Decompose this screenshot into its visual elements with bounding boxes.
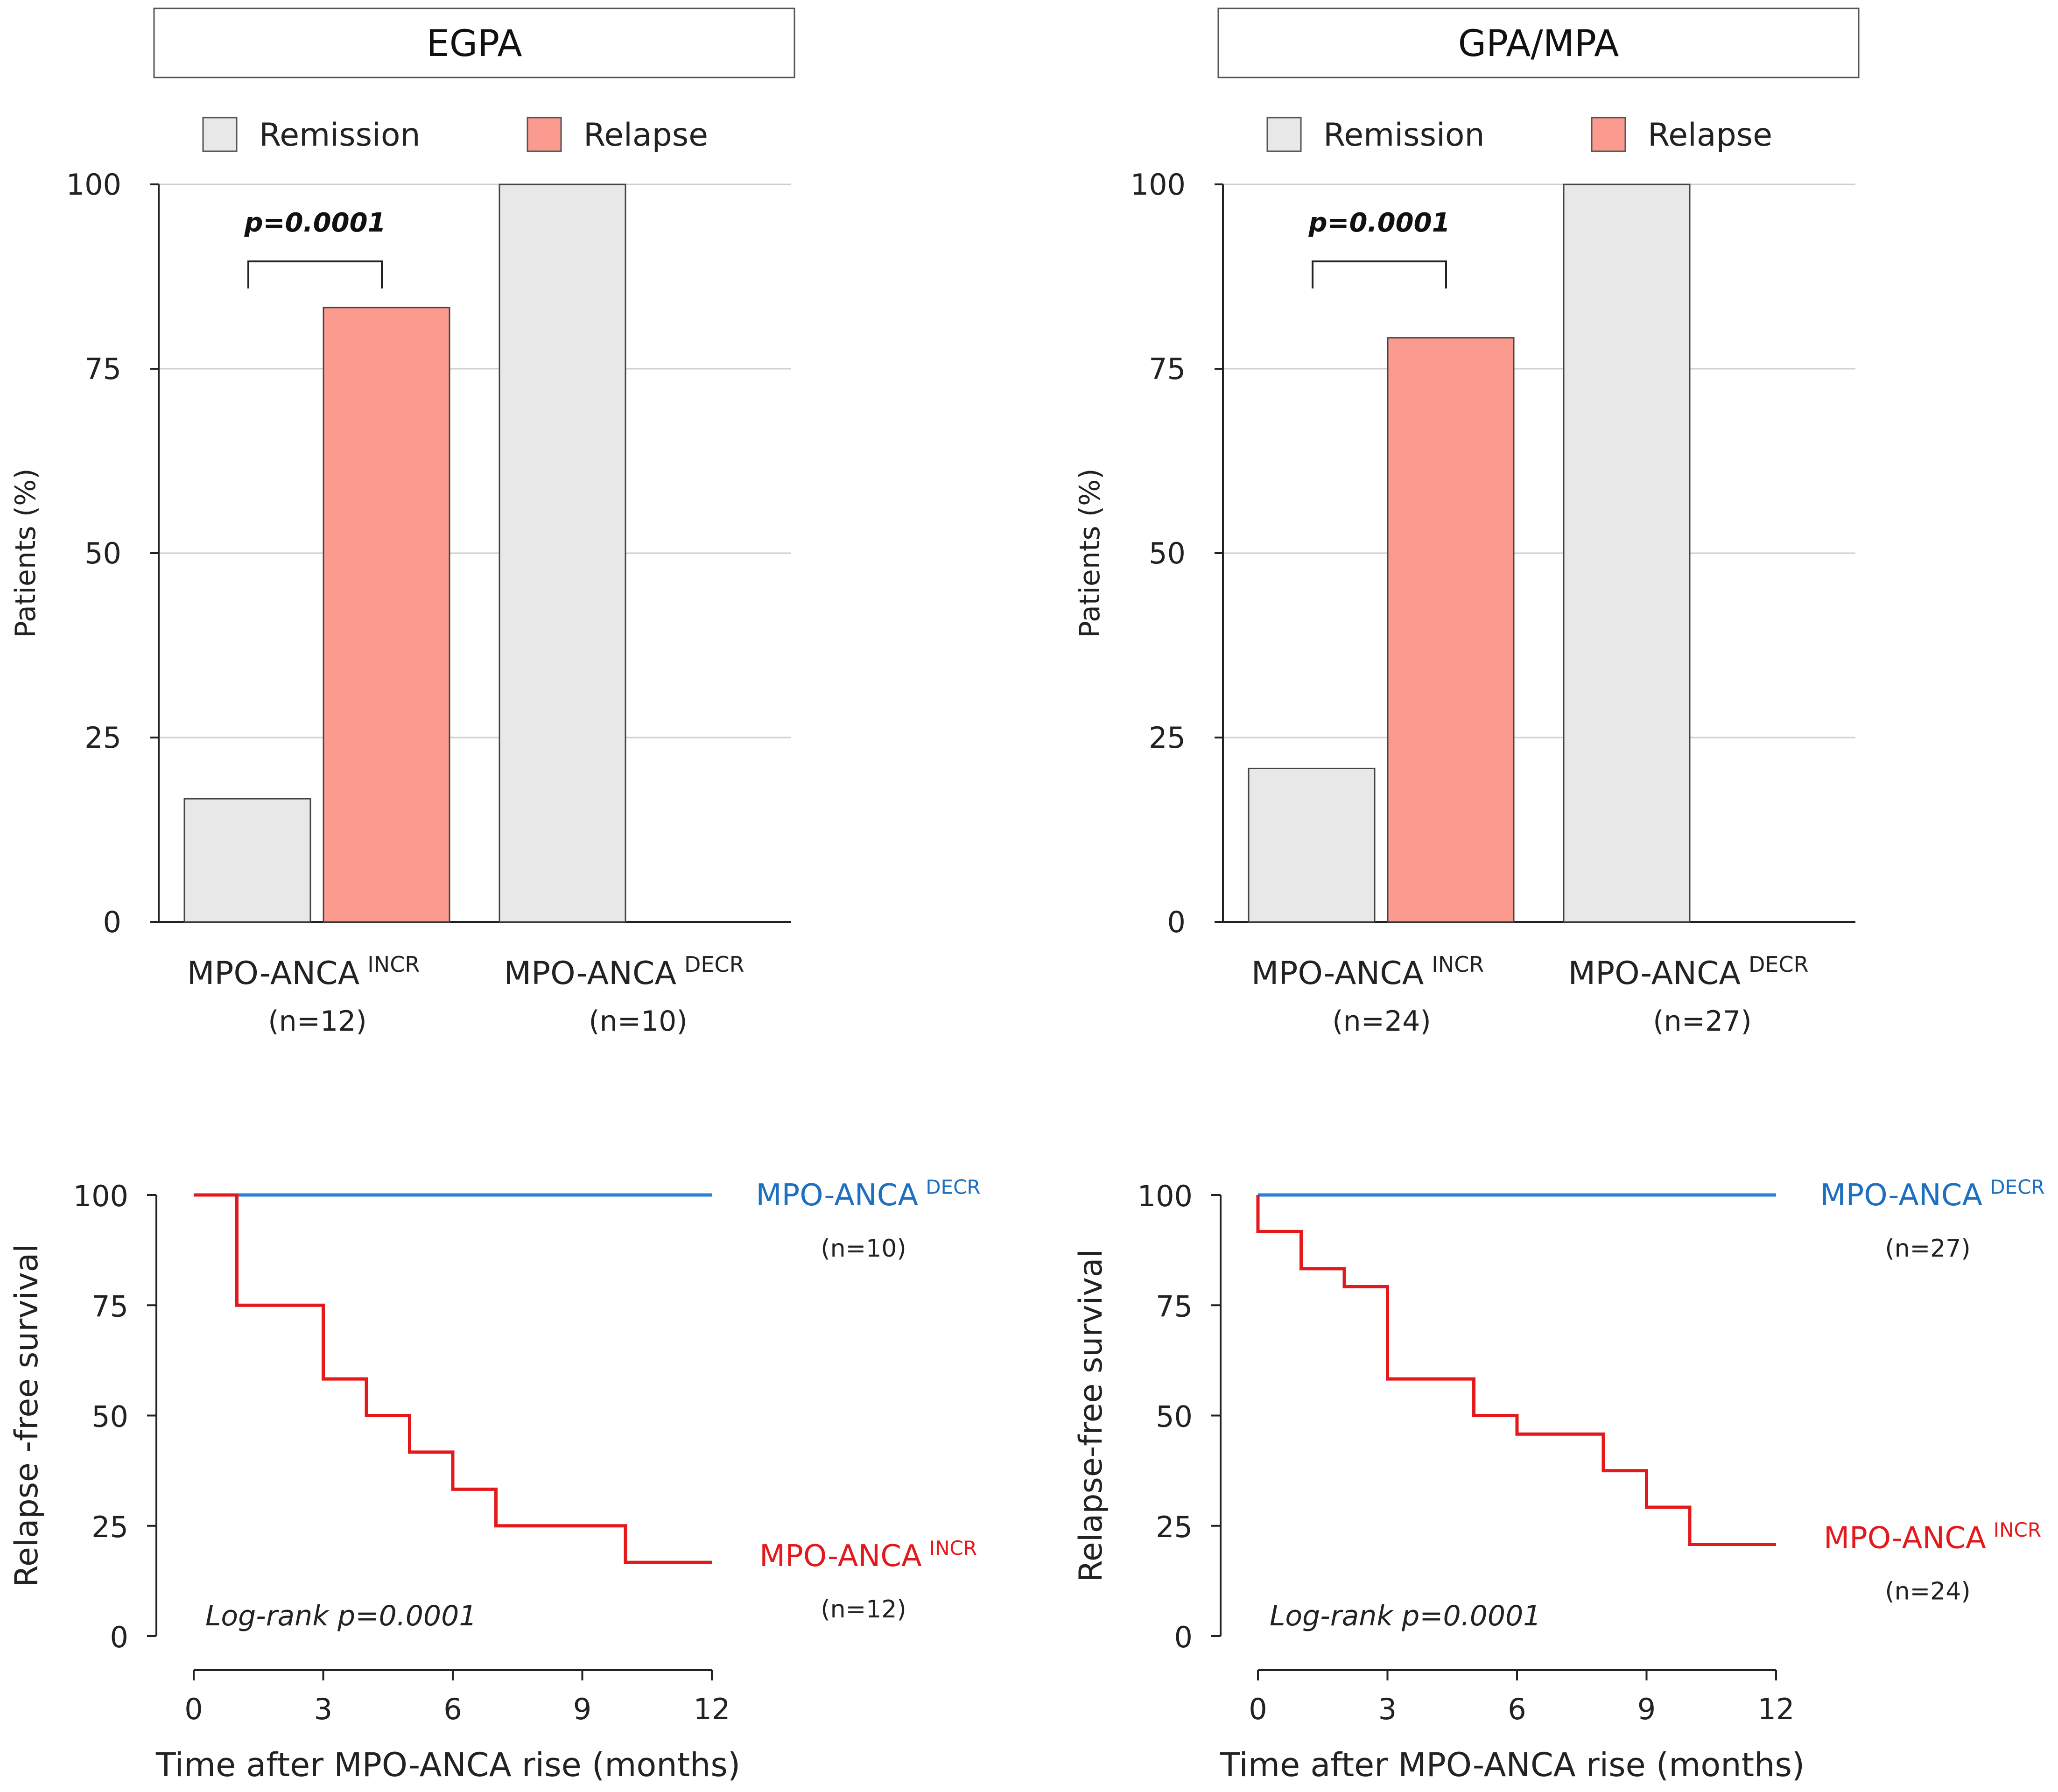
- group-label-incr-main: MPO-ANCA: [187, 955, 360, 992]
- x-tick-label: 6: [1508, 1692, 1526, 1726]
- group-label-incr-sup: INCR: [1432, 952, 1484, 977]
- group-n-decr: (n=27): [1653, 1005, 1751, 1038]
- log-rank-label: Log-rank p=0.0001: [205, 1600, 477, 1632]
- series-label-decr: MPO-ANCA DECR: [1820, 1176, 2044, 1213]
- group-label-decr-main: MPO-ANCA: [1568, 955, 1741, 992]
- y-tick-label: 50: [1156, 1400, 1193, 1434]
- y-tick-label: 75: [84, 352, 121, 386]
- series-label-decr-sup: DECR: [1990, 1176, 2044, 1199]
- x-axis-label: Time after MPO-ANCA rise (months): [1220, 1746, 1805, 1784]
- x-tick-label: 9: [573, 1692, 591, 1726]
- x-axis-label: Time after MPO-ANCA rise (months): [155, 1746, 740, 1784]
- group-n-incr: (n=12): [268, 1005, 366, 1038]
- x-tick-label: 12: [694, 1692, 730, 1726]
- y-axis-label: Relapse -free survival: [8, 1244, 45, 1587]
- x-tick-label: 3: [1378, 1692, 1397, 1726]
- legend-swatch-relapse: [1591, 117, 1626, 152]
- y-axis-label: Relapse-free survival: [1073, 1249, 1110, 1582]
- chart-title: EGPA: [426, 23, 522, 65]
- group-label-decr: MPO-ANCA DECR: [1568, 952, 1808, 992]
- y-tick-label: 100: [1138, 1179, 1193, 1213]
- bar-chart-1: GPA/MPA Remission Relapse 0 25 50 75 100 Patient…: [1074, 7, 1860, 1038]
- series-label-decr-sup: DECR: [926, 1176, 980, 1199]
- y-tick-label: 0: [103, 905, 121, 939]
- legend-swatch-remission: [1266, 117, 1302, 152]
- log-rank-label: Log-rank p=0.0001: [1270, 1600, 1541, 1632]
- x-tick-label: 9: [1637, 1692, 1656, 1726]
- group-label-incr-main: MPO-ANCA: [1251, 955, 1424, 992]
- survival-chart-3: 0 25 50 75 100 0 3 6 9 12 Relapse-free survival Tim…: [1073, 1176, 2045, 1784]
- y-tick-label: 100: [1131, 168, 1186, 202]
- bar-remission-incr: [1248, 767, 1376, 923]
- group-label-decr: MPO-ANCA DECR: [504, 952, 744, 992]
- series-label-decr-main: MPO-ANCA: [1820, 1178, 1982, 1213]
- y-tick-label: 75: [91, 1289, 128, 1323]
- legend-swatch-relapse: [527, 117, 562, 152]
- series-label-incr-sup: INCR: [929, 1537, 977, 1560]
- x-tick-label: 0: [184, 1692, 203, 1726]
- series-label-incr-main: MPO-ANCA: [1824, 1521, 1986, 1555]
- x-tick-label: 0: [1249, 1692, 1267, 1726]
- bar-relapse-incr: [323, 307, 450, 923]
- series-label-decr: MPO-ANCA DECR: [756, 1176, 980, 1213]
- y-tick-label: 50: [1149, 536, 1186, 570]
- series-n-decr: (n=10): [821, 1235, 906, 1263]
- y-tick-label: 75: [1156, 1289, 1193, 1323]
- p-value-label: p=0.0001: [244, 208, 386, 238]
- legend-label-relapse: Relapse: [1648, 117, 1772, 154]
- series-n-incr: (n=12): [821, 1595, 906, 1623]
- series-label-incr: MPO-ANCA INCR: [1824, 1518, 2041, 1555]
- bar-remission-decr: [499, 183, 626, 923]
- series-label-incr: MPO-ANCA INCR: [759, 1537, 977, 1574]
- y-axis-label: Patients (%): [1074, 468, 1106, 638]
- y-tick-label: 50: [84, 536, 121, 570]
- p-value-label: p=0.0001: [1308, 208, 1450, 238]
- legend-swatch-remission: [202, 117, 238, 152]
- group-label-decr-sup: DECR: [1749, 952, 1809, 977]
- y-tick-label: 100: [73, 1179, 128, 1213]
- significance-bracket: [1312, 260, 1447, 288]
- significance-bracket: [247, 260, 383, 288]
- x-tick-label: 3: [314, 1692, 332, 1726]
- bar-relapse-incr: [1387, 337, 1515, 923]
- bar-remission-decr: [1563, 183, 1691, 923]
- group-label-incr: MPO-ANCA INCR: [1251, 952, 1484, 992]
- x-tick-label: 12: [1758, 1692, 1795, 1726]
- bar-remission-incr: [183, 798, 311, 923]
- y-tick-label: 100: [66, 168, 121, 202]
- chart-title-box: [1217, 7, 1860, 78]
- series-label-incr-sup: INCR: [1994, 1518, 2041, 1541]
- y-tick-label: 0: [1167, 905, 1186, 939]
- legend-label-remission: Remission: [259, 117, 421, 154]
- y-tick-label: 0: [110, 1620, 128, 1654]
- survival-chart-2: 0 25 50 75 100 0 3 6 9 12 Relapse -free survival Ti…: [8, 1176, 981, 1784]
- group-label-incr-sup: INCR: [367, 952, 420, 977]
- series-n-decr: (n=27): [1885, 1235, 1970, 1263]
- series-label-decr-main: MPO-ANCA: [756, 1178, 918, 1213]
- y-tick-label: 25: [1156, 1510, 1193, 1544]
- y-tick-label: 75: [1149, 352, 1186, 386]
- y-axis-label: Patients (%): [9, 468, 42, 638]
- y-tick-label: 25: [84, 721, 121, 755]
- survival-line-incr: [194, 1193, 712, 1564]
- group-label-decr-main: MPO-ANCA: [504, 955, 676, 992]
- series-n-incr: (n=24): [1885, 1577, 1970, 1605]
- y-tick-label: 50: [91, 1400, 128, 1434]
- chart-title-box: [153, 7, 795, 78]
- group-label-decr-sup: DECR: [684, 952, 745, 977]
- y-tick-label: 25: [1149, 721, 1186, 755]
- group-n-incr: (n=24): [1332, 1005, 1431, 1038]
- survival-line-incr: [1256, 1195, 1776, 1546]
- series-label-incr-main: MPO-ANCA: [759, 1539, 922, 1574]
- legend-label-relapse: Relapse: [583, 117, 708, 154]
- y-tick-label: 0: [1174, 1620, 1193, 1654]
- y-tick-label: 25: [91, 1510, 128, 1544]
- x-tick-label: 6: [443, 1692, 462, 1726]
- bar-chart-0: EGPA Remission Relapse 0 25 50 75 100 Patients (…: [9, 7, 795, 1038]
- group-label-incr: MPO-ANCA INCR: [187, 952, 420, 992]
- chart-title: GPA/MPA: [1458, 23, 1619, 65]
- group-n-decr: (n=10): [589, 1005, 687, 1038]
- legend-label-remission: Remission: [1323, 117, 1485, 154]
